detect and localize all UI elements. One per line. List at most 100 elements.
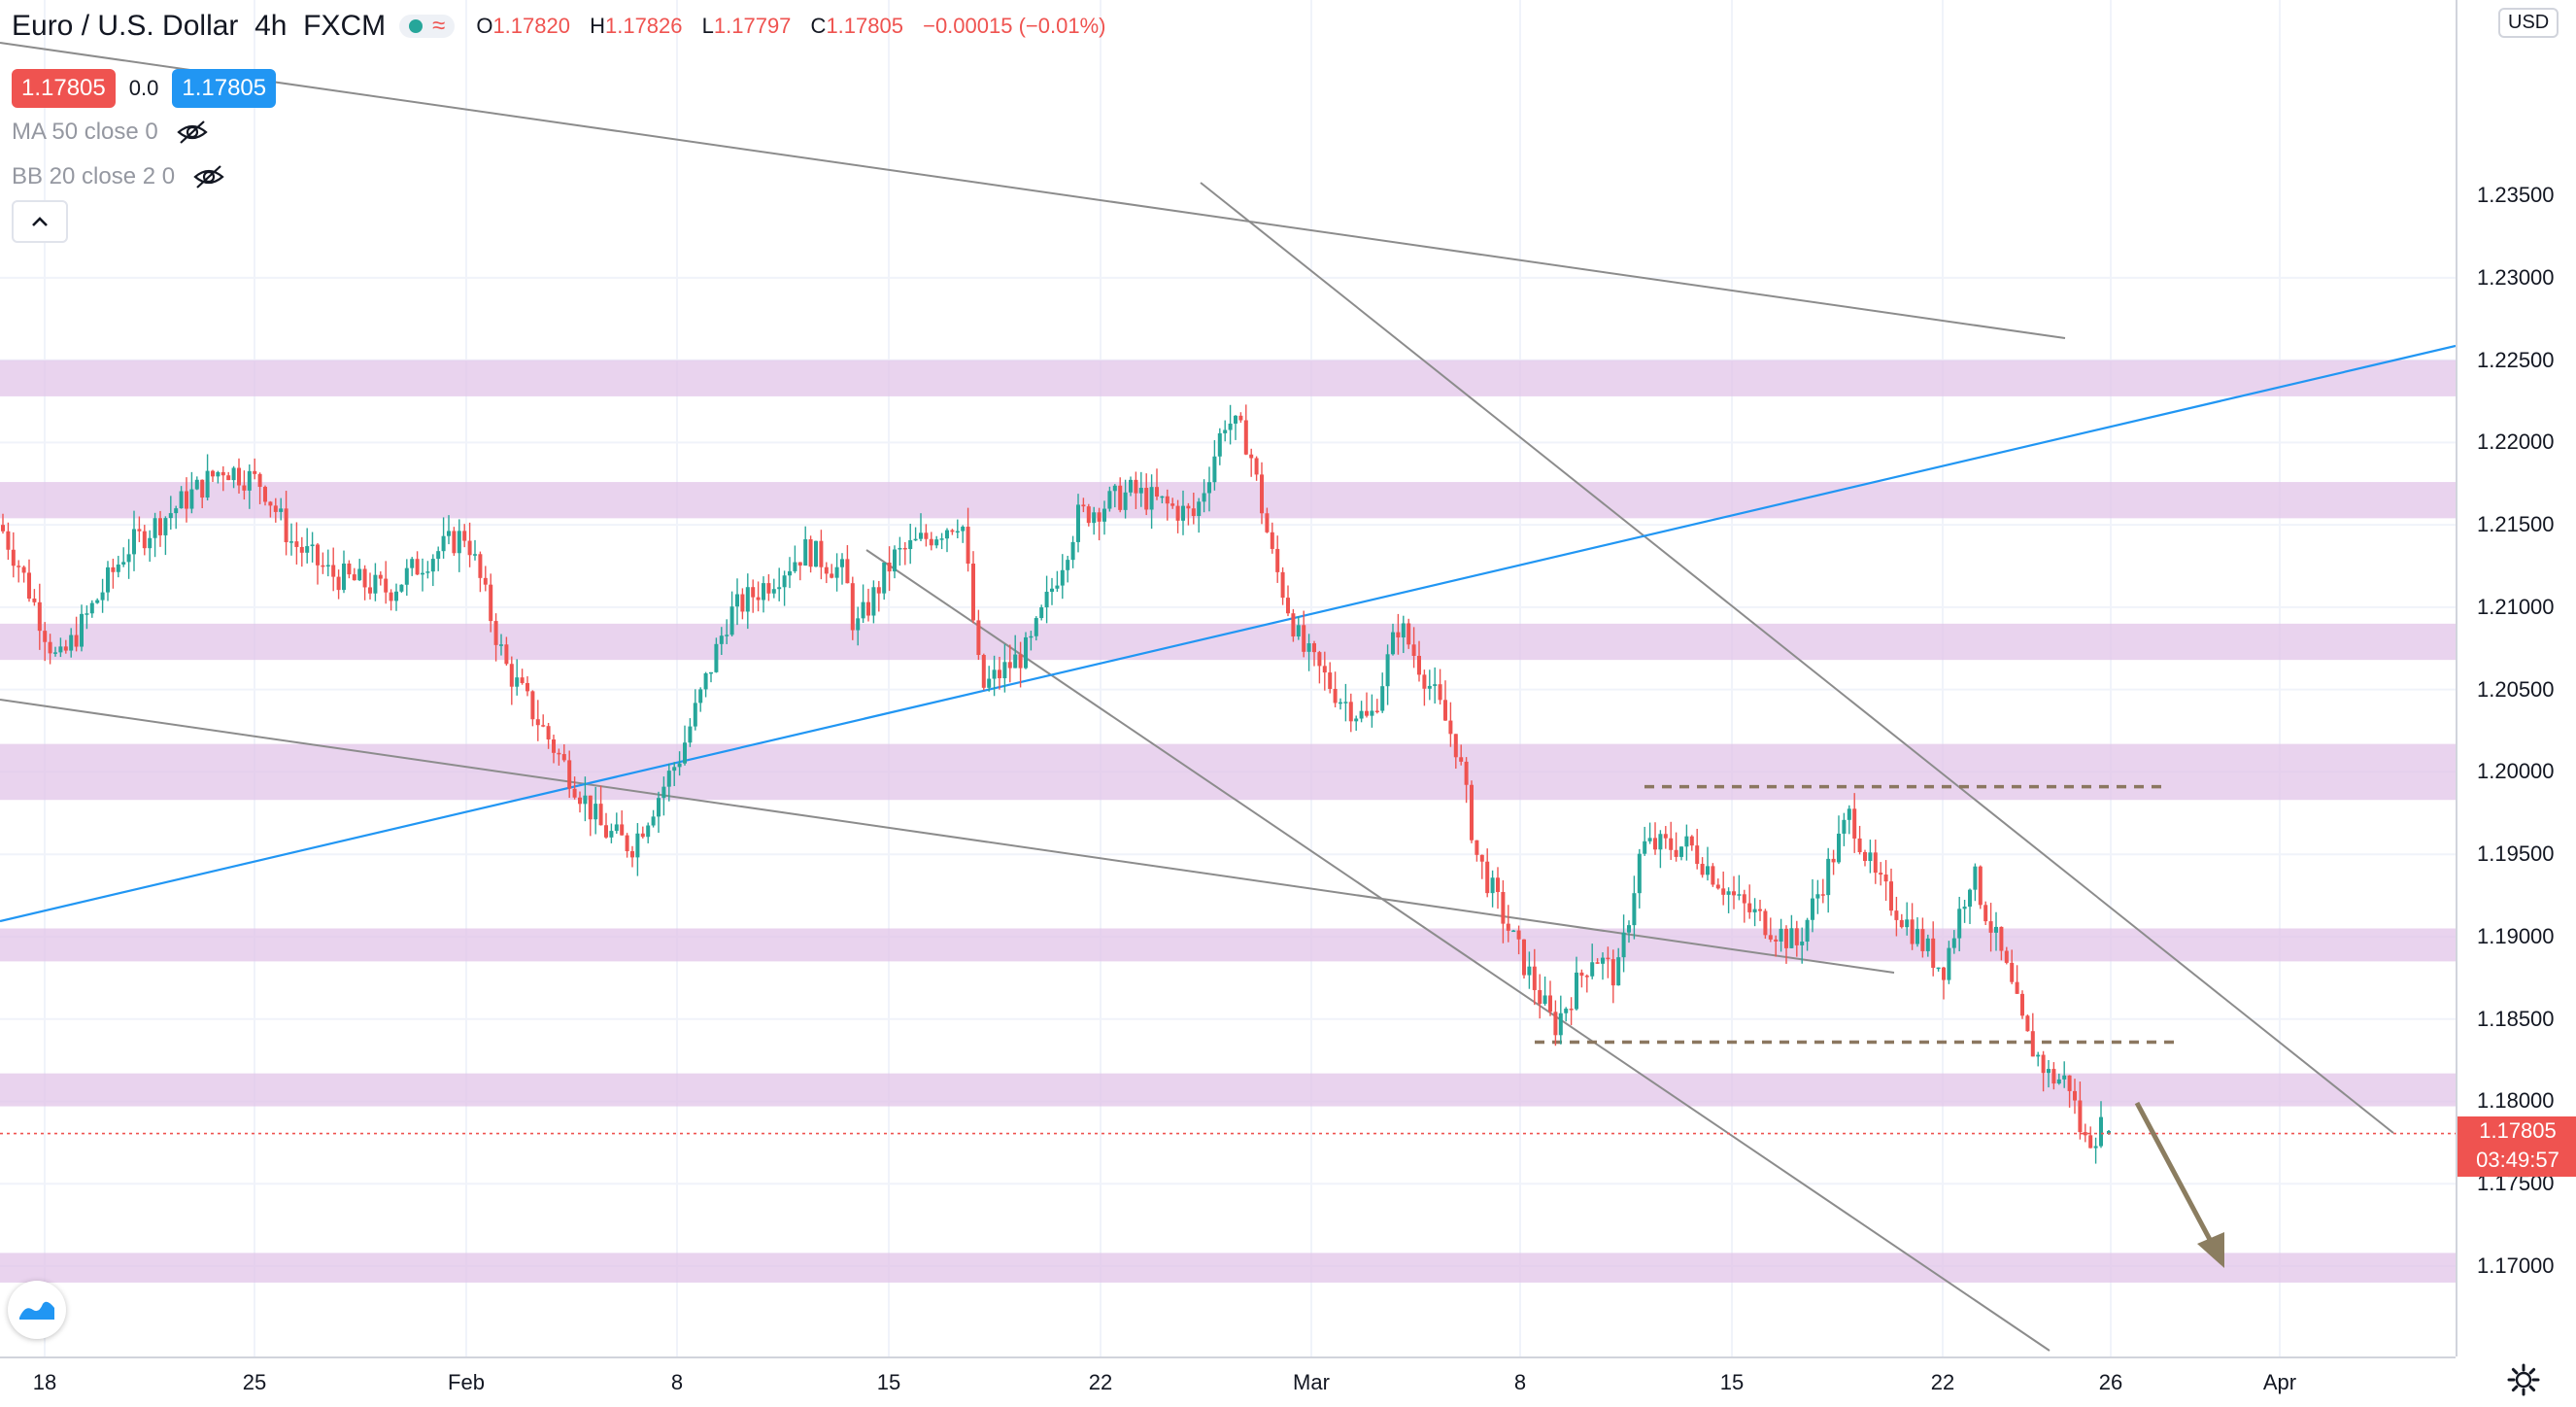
candle-body xyxy=(1684,836,1689,847)
candle-body xyxy=(850,583,855,631)
candle-body xyxy=(1951,938,1956,948)
price-tick-label: 1.21000 xyxy=(2477,594,2555,619)
buy-button[interactable]: 1.17805 xyxy=(172,69,277,108)
candle-body xyxy=(1385,654,1390,687)
currency-badge[interactable]: USD xyxy=(2498,8,2559,38)
candle-body xyxy=(1359,710,1364,719)
gear-icon[interactable] xyxy=(2506,1362,2541,1397)
candle-body xyxy=(745,587,750,612)
candle-body xyxy=(934,539,939,546)
tradingview-logo-icon xyxy=(19,1301,54,1320)
candle-body xyxy=(352,574,356,581)
candle-body xyxy=(793,562,797,571)
time-tick-label: 8 xyxy=(1513,1370,1527,1394)
candle-body xyxy=(1968,889,1972,908)
candle-body xyxy=(1627,925,1631,933)
candle-body xyxy=(1,525,5,532)
candle-body xyxy=(1070,541,1075,561)
candle-body xyxy=(1721,888,1726,895)
candle-body xyxy=(830,573,834,578)
candle-body xyxy=(220,471,225,476)
candle-body xyxy=(1501,892,1506,924)
candle-body xyxy=(1857,838,1862,853)
candle-body xyxy=(1485,861,1490,894)
price-axis[interactable]: USD 1.23500 1.23000 1.22500 1.22000 1.21500 1… xyxy=(2456,0,2576,1356)
projection-arrow xyxy=(2134,1101,2218,1251)
candle-body xyxy=(882,563,887,594)
candle-body xyxy=(378,574,383,579)
candle-body xyxy=(53,652,57,654)
market-status-pill[interactable]: ≈ xyxy=(399,13,456,39)
candle-body xyxy=(598,804,603,826)
price-chart[interactable] xyxy=(0,0,2456,1356)
candle-body xyxy=(1579,972,1584,977)
candle-body xyxy=(1092,512,1097,524)
candle-body xyxy=(698,689,703,704)
time-tick-label: 26 xyxy=(2098,1370,2123,1394)
candle-body xyxy=(216,471,220,477)
candle-body xyxy=(1123,492,1128,510)
candle-body xyxy=(1181,505,1185,521)
symbol-title[interactable]: Euro / U.S. Dollar 4h FXCM xyxy=(12,10,387,42)
candle-body xyxy=(557,752,561,755)
sr-zone xyxy=(0,360,2456,396)
candle-body xyxy=(1411,644,1416,656)
hidden-eye-icon[interactable] xyxy=(176,119,209,146)
blue-trendline xyxy=(0,344,2456,923)
candle-body xyxy=(253,470,257,474)
candle-body xyxy=(2067,1075,2072,1091)
candle-body xyxy=(421,572,424,575)
indicator-bb[interactable]: BB 20 close 2 0 xyxy=(12,157,1119,196)
candle-body xyxy=(1747,903,1752,912)
candle-body xyxy=(168,513,173,519)
candle-body xyxy=(1983,905,1988,922)
candle-body xyxy=(1165,496,1169,504)
candle-body xyxy=(1138,488,1143,494)
candle-body xyxy=(1474,840,1479,855)
candle-body xyxy=(80,613,84,647)
candle-body xyxy=(1606,957,1610,960)
candle-body xyxy=(992,669,997,679)
candle-body xyxy=(887,563,892,572)
sr-zone xyxy=(0,1253,2456,1283)
candle-body xyxy=(174,508,179,514)
time-tick-label: 22 xyxy=(1930,1370,1955,1394)
candle-body xyxy=(142,531,147,549)
chart-area[interactable]: Euro / U.S. Dollar 4h FXCM ≈ O1.17820 H1… xyxy=(0,0,2456,1356)
candle-body xyxy=(1317,652,1322,667)
candle-body xyxy=(478,554,483,578)
candle-body xyxy=(342,563,346,591)
candle-body xyxy=(981,655,986,688)
candle-body xyxy=(729,606,734,635)
candle-body xyxy=(709,671,713,674)
candle-body xyxy=(1391,632,1395,655)
candle-body xyxy=(2010,962,2015,982)
candle-body xyxy=(257,473,262,488)
time-axis[interactable]: 18 25 Feb 8 15 22 Mar 8 15 22 26 Apr xyxy=(0,1356,2456,1407)
candle-body xyxy=(179,491,184,509)
spread-value: 0.0 xyxy=(128,76,159,100)
candle-body xyxy=(688,726,693,743)
candle-body xyxy=(2025,1015,2030,1032)
bar-countdown: 03:49:57 xyxy=(2476,1147,2559,1172)
candle-body xyxy=(1081,504,1086,507)
candle-body xyxy=(1217,432,1222,457)
candle-body xyxy=(69,635,74,651)
tradingview-logo-button[interactable] xyxy=(8,1281,66,1339)
sell-button[interactable]: 1.17805 xyxy=(12,69,116,108)
candle-body xyxy=(189,489,194,509)
candle-body xyxy=(148,537,153,549)
indicator-ma[interactable]: MA 50 close 0 xyxy=(12,113,1119,152)
price-tick-label: 1.18000 xyxy=(2477,1088,2555,1114)
candle-body xyxy=(1910,919,1915,944)
collapse-legend-button[interactable] xyxy=(12,200,68,243)
candle-body xyxy=(132,529,136,555)
delayed-data-icon: ≈ xyxy=(432,13,446,39)
trade-row: 1.17805 0.0 1.17805 xyxy=(12,69,1119,108)
candle-body xyxy=(205,470,210,498)
price-tick-label: 1.18500 xyxy=(2477,1006,2555,1031)
hidden-eye-icon[interactable] xyxy=(192,163,225,190)
candle-body xyxy=(998,669,1001,678)
candle-body xyxy=(908,539,913,550)
candlestick-series xyxy=(1,404,2111,1164)
